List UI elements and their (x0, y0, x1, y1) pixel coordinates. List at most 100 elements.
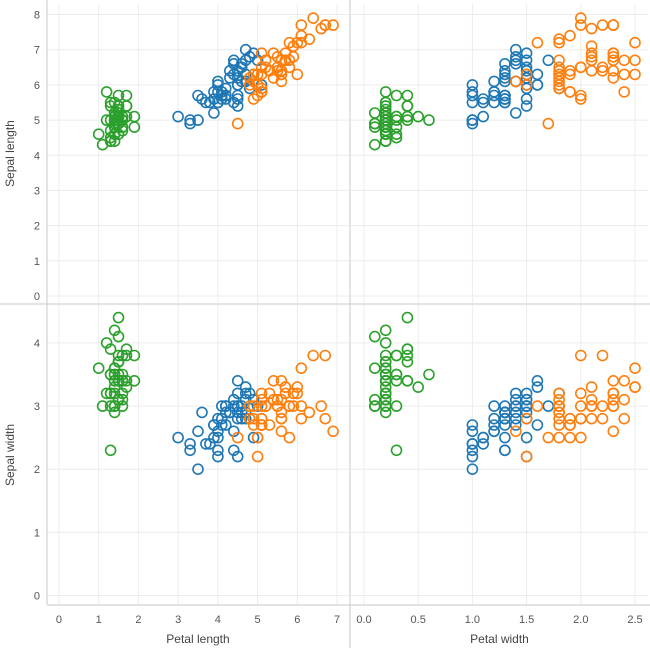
data-point-virginica (618, 393, 631, 406)
data-point-versicolor (466, 444, 479, 457)
data-point-virginica (574, 89, 587, 102)
data-point-virginica (319, 19, 332, 31)
data-point-virginica (607, 387, 620, 400)
data-point-virginica (596, 61, 609, 74)
data-point-versicolor (509, 400, 522, 412)
data-point-virginica (307, 349, 320, 362)
data-point-versicolor (243, 387, 256, 400)
data-point-virginica (247, 93, 260, 105)
y-tick-label: 3 (34, 401, 40, 413)
data-point-virginica (607, 393, 620, 406)
data-point-virginica (267, 47, 280, 60)
data-point-setosa (401, 110, 414, 123)
data-point-setosa (100, 387, 113, 400)
data-point-virginica (271, 393, 284, 406)
data-point-virginica (255, 412, 268, 425)
data-point-setosa (128, 110, 141, 123)
data-point-setosa (108, 387, 121, 400)
data-point-virginica (564, 431, 576, 444)
data-point-versicolor (231, 406, 244, 419)
x-tick-label: 7 (334, 614, 340, 626)
data-point-setosa (368, 117, 381, 130)
data-point-setosa (116, 114, 129, 126)
data-point-versicolor (212, 431, 224, 444)
data-point-virginica (243, 400, 256, 412)
data-point-versicolor (204, 438, 216, 450)
data-point-versicolor (184, 438, 196, 450)
data-point-setosa (116, 349, 129, 362)
data-point-versicolor (220, 406, 232, 419)
data-point-virginica (574, 93, 587, 105)
data-point-virginica (319, 412, 332, 425)
data-point-setosa (104, 368, 117, 381)
data-point-virginica (275, 374, 288, 387)
data-point-virginica (243, 79, 256, 91)
data-point-versicolor (509, 412, 522, 425)
data-point-versicolor (520, 387, 533, 400)
data-point-versicolor (172, 431, 184, 444)
data-point-setosa (112, 368, 125, 381)
data-point-setosa (116, 368, 129, 381)
data-point-versicolor (520, 54, 533, 67)
data-point-virginica (607, 19, 620, 31)
data-point-versicolor (466, 438, 479, 450)
data-point-setosa (379, 381, 392, 393)
data-point-virginica (247, 412, 260, 425)
data-point-versicolor (216, 412, 228, 425)
x-tick-label: 6 (294, 614, 300, 626)
data-point-versicolor (477, 431, 490, 444)
data-point-versicolor (212, 444, 224, 457)
data-point-virginica (553, 393, 565, 406)
y-axis-title: Sepal length (3, 120, 17, 187)
data-point-versicolor (466, 114, 479, 126)
data-point-virginica (287, 400, 300, 412)
data-point-virginica (291, 387, 304, 400)
data-point-virginica (251, 450, 264, 463)
data-point-virginica (509, 425, 522, 438)
data-point-virginica (585, 47, 598, 60)
data-point-setosa (120, 374, 133, 387)
data-point-setosa (108, 114, 121, 126)
data-point-setosa (379, 110, 392, 123)
data-point-versicolor (477, 96, 490, 109)
data-point-virginica (520, 412, 533, 425)
data-point-versicolor (235, 412, 248, 425)
data-point-versicolor (499, 406, 511, 419)
data-point-virginica (295, 36, 308, 49)
data-point-virginica (607, 47, 620, 60)
data-point-setosa (379, 114, 392, 126)
data-point-setosa (112, 374, 125, 387)
data-point-setosa (104, 400, 117, 412)
data-point-versicolor (220, 419, 232, 431)
data-point-virginica (291, 68, 304, 81)
data-point-versicolor (239, 406, 252, 419)
data-point-setosa (379, 86, 392, 98)
data-point-virginica (629, 362, 641, 375)
data-point-versicolor (499, 68, 511, 81)
data-point-versicolor (520, 47, 533, 60)
data-point-versicolor (542, 54, 555, 67)
data-point-versicolor (499, 93, 511, 105)
data-point-setosa (128, 349, 141, 362)
data-point-virginica (607, 72, 620, 84)
data-point-virginica (574, 387, 587, 400)
x-tick-label: 5 (255, 614, 261, 626)
data-point-virginica (596, 19, 609, 31)
x-tick-label: 0.0 (356, 614, 371, 626)
data-point-virginica (574, 349, 587, 362)
data-point-virginica (259, 61, 272, 74)
data-point-versicolor (204, 96, 216, 109)
data-point-setosa (379, 362, 392, 375)
data-point-setosa (92, 362, 105, 375)
data-point-setosa (379, 96, 392, 109)
data-point-setosa (379, 324, 392, 337)
data-point-virginica (531, 36, 544, 49)
data-point-versicolor (239, 412, 252, 425)
data-point-versicolor (216, 419, 228, 431)
data-point-virginica (315, 400, 328, 412)
data-point-virginica (564, 412, 576, 425)
data-point-virginica (267, 374, 280, 387)
data-point-versicolor (520, 431, 533, 444)
